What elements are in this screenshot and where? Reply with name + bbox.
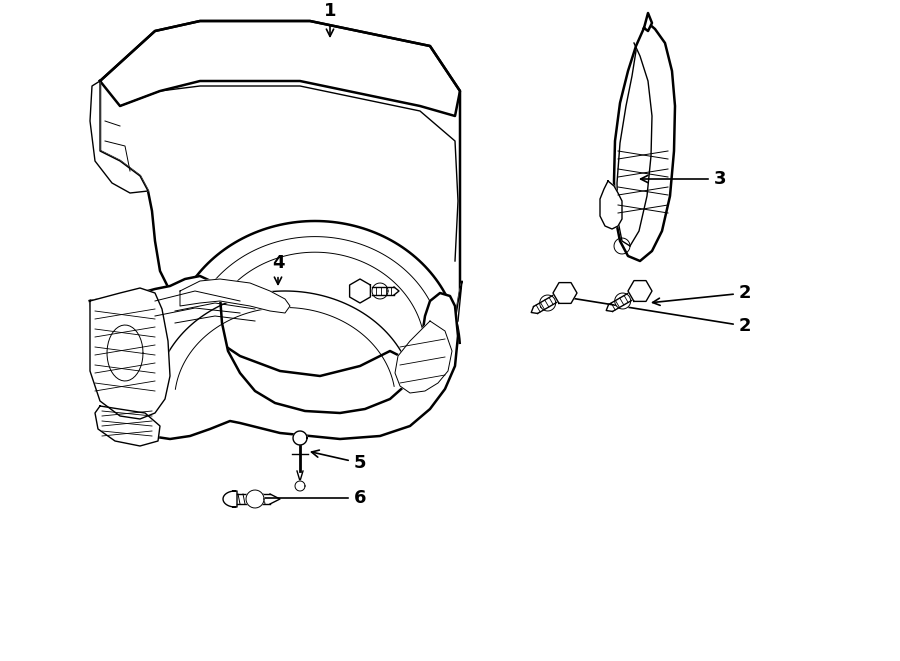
Polygon shape: [349, 279, 371, 303]
Polygon shape: [540, 295, 555, 311]
Polygon shape: [90, 288, 170, 419]
Polygon shape: [223, 491, 237, 507]
Text: 3: 3: [641, 170, 726, 188]
Polygon shape: [553, 283, 577, 303]
Text: 2: 2: [562, 294, 752, 335]
Text: 5: 5: [311, 450, 366, 472]
Polygon shape: [90, 276, 458, 439]
Polygon shape: [293, 431, 307, 445]
Polygon shape: [614, 23, 675, 261]
Polygon shape: [95, 406, 160, 446]
Polygon shape: [644, 13, 652, 31]
Polygon shape: [180, 279, 290, 313]
Polygon shape: [615, 293, 631, 309]
Polygon shape: [600, 181, 622, 229]
Text: 2: 2: [652, 284, 752, 305]
Text: 1: 1: [324, 2, 337, 36]
Polygon shape: [100, 21, 460, 116]
Polygon shape: [246, 490, 264, 508]
Polygon shape: [90, 81, 148, 193]
Text: 4: 4: [272, 254, 284, 284]
Polygon shape: [295, 481, 305, 491]
Polygon shape: [372, 283, 388, 299]
Polygon shape: [395, 321, 452, 393]
Polygon shape: [440, 281, 462, 351]
Polygon shape: [100, 21, 460, 376]
Text: 6: 6: [253, 489, 366, 507]
Polygon shape: [628, 281, 652, 301]
